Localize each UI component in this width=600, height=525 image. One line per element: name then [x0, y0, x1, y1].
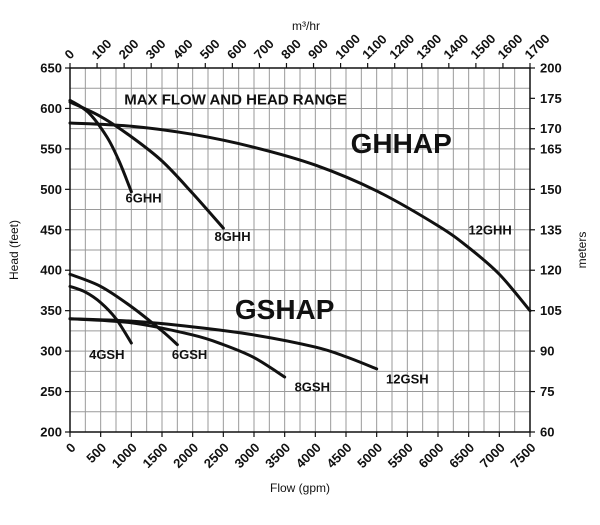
x2-tick-label: 800 — [278, 36, 304, 62]
x-tick-label: 3500 — [262, 440, 293, 471]
group-label-ghhap: GHHAP — [351, 128, 452, 159]
series-line-4gsh — [68, 284, 133, 345]
y-tick-label: 650 — [40, 61, 62, 76]
x2-tick-label: 300 — [143, 36, 169, 62]
x-axis-label: Flow (gpm) — [270, 481, 330, 495]
x2-tick-label: 700 — [251, 36, 277, 62]
series-line-6gsh — [68, 272, 179, 347]
y2-tick-label: 135 — [540, 222, 562, 237]
x-tick-label: 3000 — [231, 440, 262, 471]
x2-tick-label: 100 — [89, 36, 115, 62]
curve-label-8gsh: 8GSH — [295, 380, 330, 395]
y2-tick-label: 165 — [540, 141, 562, 156]
grid — [69, 67, 531, 433]
x2-axis-label: m³/hr — [292, 19, 320, 33]
x2-tick-label: 0 — [62, 46, 78, 62]
y-tick-label: 550 — [40, 141, 62, 156]
y2-tick-label: 175 — [540, 91, 562, 106]
y-tick-label: 500 — [40, 182, 62, 197]
x-tick-label: 5500 — [385, 440, 416, 471]
x-tick-label: 7500 — [507, 440, 538, 471]
x2-tick-label: 400 — [170, 36, 196, 62]
x2-tick-label: 900 — [305, 36, 331, 62]
curve-label-12gsh: 12GSH — [386, 371, 429, 386]
x2-tick-label: 200 — [116, 36, 142, 62]
curve-label-6gsh: 6GSH — [172, 347, 207, 362]
x-tick-label: 6500 — [446, 440, 477, 471]
series-line-12ghh — [68, 121, 532, 313]
y2-tick-label: 120 — [540, 263, 562, 278]
curve-label-12ghh: 12GHH — [468, 223, 511, 238]
y-tick-label: 450 — [40, 222, 62, 237]
x-tick-label: 6000 — [415, 440, 446, 471]
x2-tick-label: 1300 — [413, 31, 444, 62]
group-label-gshap: GSHAP — [235, 294, 335, 325]
x2-tick-label: 1400 — [440, 31, 471, 62]
x2-tick-label: 600 — [224, 36, 250, 62]
y2-axis-label: meters — [575, 232, 589, 269]
y-tick-label: 350 — [40, 303, 62, 318]
curve-label-8ghh: 8GHH — [214, 229, 250, 244]
x-tick-label: 0 — [63, 440, 79, 456]
y2-tick-label: 90 — [540, 344, 554, 359]
plot-frame — [69, 67, 531, 433]
x2-tick-label: 1700 — [522, 31, 553, 62]
x-tick-label: 1500 — [139, 440, 170, 471]
x-tick-label: 5000 — [354, 440, 385, 471]
x2-tick-label: 1600 — [494, 31, 525, 62]
y-tick-label: 250 — [40, 384, 62, 399]
y2-tick-label: 170 — [540, 121, 562, 136]
x-tick-label: 1000 — [109, 440, 140, 471]
y-tick-label: 400 — [40, 263, 62, 278]
y2-tick-label: 200 — [540, 61, 562, 76]
x-tick-label: 4500 — [323, 440, 354, 471]
curve-label-6ghh: 6GHH — [126, 190, 162, 205]
y-tick-label: 200 — [40, 425, 62, 440]
series-layer — [68, 98, 532, 379]
y2-tick-label: 150 — [540, 182, 562, 197]
x-tick-label: 2500 — [201, 440, 232, 471]
x-tick-label: 500 — [83, 440, 109, 466]
x2-tick-label: 1000 — [332, 31, 363, 62]
y-axis-label: Head (feet) — [7, 220, 21, 280]
x2-tick-label: 1200 — [386, 31, 417, 62]
labels-layer: 6GHH 8GHH 12GHH 4GSH 6GSH 8GSH 12GSH GHHAP GSHAP — [89, 128, 512, 395]
x2-tick-label: 500 — [197, 36, 223, 62]
y2-tick-label: 75 — [540, 384, 554, 399]
curve-label-4gsh: 4GSH — [89, 347, 124, 362]
y2-tick-label: 105 — [540, 303, 562, 318]
x-tick-label: 4000 — [293, 440, 324, 471]
chart-title: MAX FLOW AND HEAD RANGE — [124, 91, 347, 108]
series-line-8ghh — [68, 100, 225, 230]
x2-tick-label: 1500 — [467, 31, 498, 62]
y-tick-label: 300 — [40, 344, 62, 359]
y2-tick-label: 60 — [540, 425, 554, 440]
series-line-12gsh — [68, 317, 379, 371]
x-tick-label: 2000 — [170, 440, 201, 471]
y-tick-label: 600 — [40, 101, 62, 116]
x2-tick-label: 1100 — [359, 32, 390, 63]
x-tick-label: 7000 — [477, 440, 508, 471]
